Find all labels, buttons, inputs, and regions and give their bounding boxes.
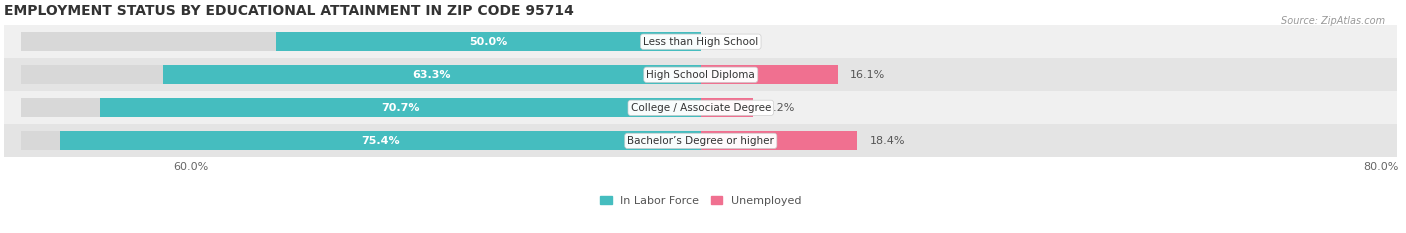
Bar: [21, 131, 700, 151]
Text: 70.7%: 70.7%: [381, 103, 420, 113]
Text: College / Associate Degree: College / Associate Degree: [631, 103, 770, 113]
Bar: [4, 58, 1398, 91]
Text: EMPLOYMENT STATUS BY EDUCATIONAL ATTAINMENT IN ZIP CODE 95714: EMPLOYMENT STATUS BY EDUCATIONAL ATTAINM…: [4, 4, 574, 18]
Bar: [163, 65, 700, 84]
Bar: [276, 32, 700, 51]
Text: Less than High School: Less than High School: [643, 37, 758, 47]
Text: 75.4%: 75.4%: [361, 136, 399, 146]
Text: 18.4%: 18.4%: [870, 136, 905, 146]
Bar: [21, 98, 700, 117]
Bar: [60, 131, 700, 151]
Bar: [700, 98, 754, 117]
Text: Bachelor’s Degree or higher: Bachelor’s Degree or higher: [627, 136, 775, 146]
Text: 16.1%: 16.1%: [851, 70, 886, 80]
Bar: [100, 98, 700, 117]
Bar: [700, 131, 858, 151]
Text: 60.0%: 60.0%: [173, 162, 208, 172]
Text: 80.0%: 80.0%: [1362, 162, 1398, 172]
Text: 6.2%: 6.2%: [766, 103, 794, 113]
Bar: [700, 65, 838, 84]
Bar: [21, 32, 700, 51]
Bar: [21, 65, 700, 84]
Text: Source: ZipAtlas.com: Source: ZipAtlas.com: [1281, 16, 1385, 26]
Text: High School Diploma: High School Diploma: [647, 70, 755, 80]
Bar: [4, 25, 1398, 58]
Bar: [4, 124, 1398, 157]
Text: 63.3%: 63.3%: [413, 70, 451, 80]
Text: 50.0%: 50.0%: [470, 37, 508, 47]
Bar: [4, 91, 1398, 124]
Text: 0.0%: 0.0%: [713, 37, 742, 47]
Legend: In Labor Force, Unemployed: In Labor Force, Unemployed: [596, 191, 806, 210]
